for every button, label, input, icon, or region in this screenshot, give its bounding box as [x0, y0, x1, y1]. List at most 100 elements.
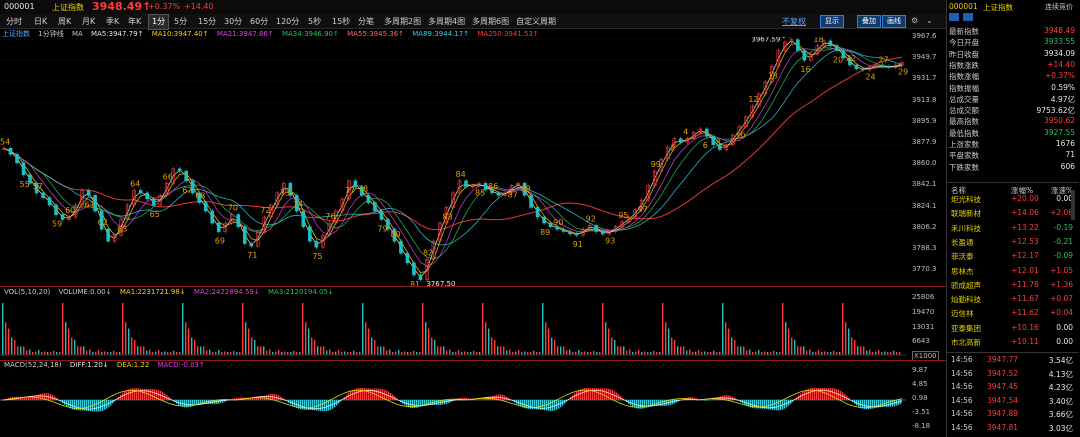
- volume-bar: [842, 303, 844, 355]
- stock-pct: +10.11: [1011, 337, 1039, 346]
- vol-axis-3: 13031: [912, 323, 935, 331]
- tab-multi2[interactable]: 多周期2图: [384, 17, 422, 26]
- volume-bar: [182, 303, 184, 355]
- candle-body: [236, 214, 241, 227]
- rank-header-speed[interactable]: 涨速%: [1051, 186, 1074, 195]
- macd-bar: [872, 400, 874, 409]
- stock-row[interactable]: 迈信林 +11.62 +0.04: [951, 308, 1073, 322]
- macd-bar: [838, 389, 840, 400]
- stat-row: 指数涨跌 +14.40: [949, 60, 1075, 71]
- panel-plus-icon[interactable]: [963, 13, 973, 21]
- tab-yearly[interactable]: 年K: [128, 17, 142, 26]
- macd-bar: [504, 395, 506, 400]
- restore-select[interactable]: 不复权: [782, 17, 806, 26]
- tab-multi4[interactable]: 多周期4图: [428, 17, 466, 26]
- rank-header-name[interactable]: 名称: [951, 186, 966, 195]
- volume-bar: [5, 322, 7, 355]
- panel-minus-icon[interactable]: [949, 13, 959, 21]
- macd-axis-1: 9.87: [912, 366, 928, 374]
- volume-bar: [419, 351, 421, 355]
- volume-bar: [32, 352, 34, 355]
- tab-15min[interactable]: 15分: [198, 17, 217, 26]
- volume-bar: [341, 352, 343, 355]
- candle-body: [770, 65, 774, 83]
- settings-icon[interactable]: ⚙: [911, 16, 919, 25]
- macd-bar: [410, 400, 412, 408]
- chevron-down-icon[interactable]: ⌄: [926, 16, 933, 25]
- stock-row[interactable]: 思林杰 +12.01 +1.05: [951, 266, 1073, 280]
- candle-body: [431, 240, 436, 260]
- volume-bar: [875, 351, 877, 355]
- candle-body: [308, 226, 312, 242]
- stock-row[interactable]: 菲沃泰 +12.17 -0.09: [951, 251, 1073, 265]
- candle-body: [67, 216, 71, 220]
- volume-bar: [737, 346, 739, 355]
- tab-multi6[interactable]: 多周期6图: [472, 17, 510, 26]
- tab-5sec[interactable]: 5秒: [308, 17, 322, 26]
- macd-bar: [204, 400, 206, 404]
- draw-button[interactable]: 画线: [882, 15, 906, 28]
- display-button[interactable]: 显示: [820, 15, 844, 28]
- macd-bar: [862, 400, 864, 409]
- tick-row: 14:56 3947.45 4.23亿: [951, 382, 1073, 396]
- stock-row[interactable]: 市北高新 +10.11 0.00: [951, 337, 1073, 351]
- stat-label: 最新指数: [949, 27, 979, 36]
- ma250-value: MA250:3941.53↑: [477, 30, 539, 38]
- volume-bar: [653, 350, 655, 355]
- tab-5min[interactable]: 5分: [174, 17, 188, 26]
- candle-body: [600, 231, 605, 235]
- macd-bar: [444, 400, 446, 405]
- panel-scrollbar[interactable]: [1071, 190, 1075, 220]
- macd-bar: [684, 398, 686, 400]
- tab-quarterly[interactable]: 季K: [106, 17, 120, 26]
- macd-bar: [726, 395, 728, 400]
- tab-weekly[interactable]: 周K: [58, 17, 72, 26]
- tab-monthly[interactable]: 月K: [82, 17, 96, 26]
- tab-1min[interactable]: 1分: [148, 14, 170, 30]
- volume-bar: [395, 351, 397, 355]
- tab-custom-period[interactable]: 自定义周期: [516, 17, 556, 26]
- stock-row[interactable]: 灿勤科技 +11.67 +0.07: [951, 294, 1073, 308]
- volume-bar: [257, 346, 259, 355]
- stock-row[interactable]: 禾川科技 +13.22 -0.19: [951, 223, 1073, 237]
- stock-row[interactable]: 炬光科技 +20.00 0.00: [951, 194, 1073, 208]
- tab-15sec[interactable]: 15秒: [332, 17, 351, 26]
- stock-row[interactable]: 亚泰集团 +10.16 0.00: [951, 323, 1073, 337]
- volume-bar: [677, 346, 679, 355]
- stock-row[interactable]: 骄成超声 +11.78 +1.36: [951, 280, 1073, 294]
- macd-bar: [98, 400, 100, 412]
- tab-tick[interactable]: 分笔: [358, 17, 374, 26]
- tab-daily[interactable]: 日K: [34, 17, 48, 26]
- macd-bar: [804, 390, 806, 400]
- tab-60min[interactable]: 60分: [250, 17, 269, 26]
- candle-body: [665, 146, 670, 160]
- volume-bar: [335, 351, 337, 355]
- tab-fenshi[interactable]: 分时: [6, 17, 22, 26]
- volume-bar: [695, 351, 697, 355]
- macd-bar: [100, 400, 102, 412]
- macd-bar: [32, 396, 34, 400]
- macd-bar: [824, 388, 826, 400]
- stock-row[interactable]: 联瑞新材 +14.06 +2.06: [951, 208, 1073, 222]
- tab-120min[interactable]: 120分: [276, 17, 300, 26]
- volume-bar: [629, 349, 631, 355]
- macd-chart[interactable]: [0, 369, 946, 431]
- macd-bar: [250, 398, 252, 400]
- macd-bar: [474, 399, 476, 400]
- macd-bar: [478, 399, 480, 400]
- macd-bar: [650, 400, 652, 407]
- macd-bar: [94, 400, 96, 412]
- stock-row[interactable]: 长盈通 +12.53 -0.21: [951, 237, 1073, 251]
- stock-pct: +11.67: [1011, 294, 1039, 304]
- macd-bar: [220, 400, 222, 404]
- overlay-button[interactable]: 叠加: [857, 15, 881, 28]
- tick-price: 3947.77: [987, 355, 1019, 364]
- rank-header-pct[interactable]: 涨幅%: [1011, 186, 1034, 195]
- panel-session-link[interactable]: 连续竞价: [1045, 3, 1073, 11]
- volume-chart[interactable]: [0, 297, 946, 357]
- volume-bar: [200, 346, 202, 355]
- tab-30min[interactable]: 30分: [224, 17, 243, 26]
- macd-bar: [476, 399, 478, 400]
- macd-bar: [256, 397, 258, 400]
